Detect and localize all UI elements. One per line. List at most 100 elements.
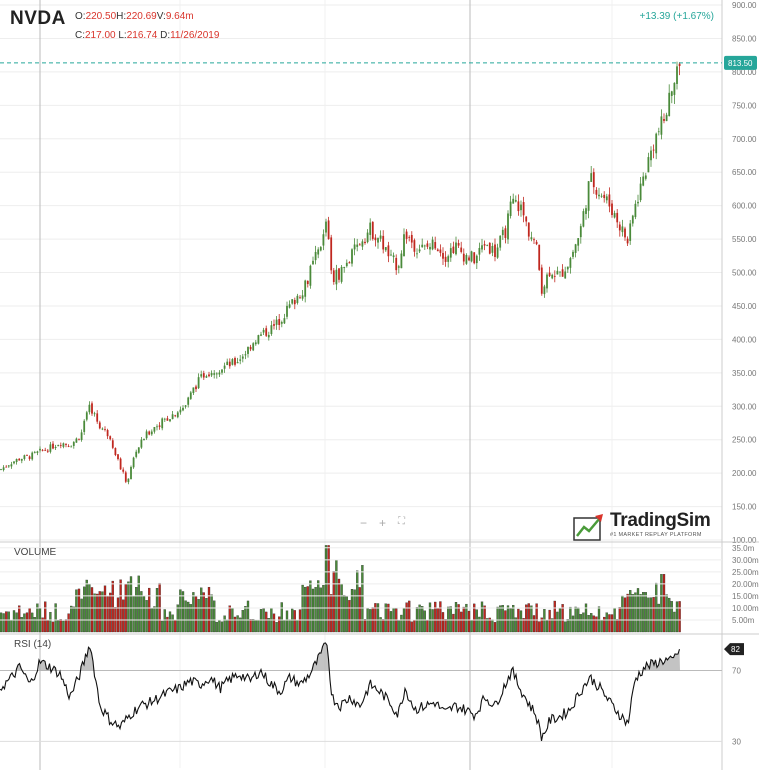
candle-body (46, 450, 49, 452)
candle-body (262, 329, 265, 333)
candle-body (80, 432, 83, 441)
volume-bar (161, 620, 164, 633)
candle-body (379, 235, 382, 239)
symbol-title: NVDA (10, 8, 66, 29)
volume-bar (473, 603, 476, 633)
candle-body (93, 413, 96, 415)
volume-bar (457, 604, 460, 633)
volume-bar (397, 620, 400, 633)
candle-body (182, 407, 184, 411)
volume-bar (525, 604, 528, 633)
zoom-in-button[interactable]: + (379, 516, 387, 530)
zoom-out-button[interactable]: − (360, 516, 368, 530)
candle-body (127, 478, 130, 483)
candle-body (582, 211, 585, 227)
volume-bar (418, 604, 421, 633)
candle-body (200, 374, 203, 377)
volume-bar (33, 617, 36, 633)
volume-bar (202, 592, 205, 633)
volume-bar (449, 606, 452, 633)
volume-bar (506, 605, 510, 633)
candle-body (153, 427, 156, 432)
volume-bar (439, 601, 442, 633)
candle-body (538, 244, 541, 270)
candle-body (457, 243, 460, 246)
candle-body (36, 451, 39, 453)
candle-body (117, 454, 119, 460)
volume-bar (293, 610, 296, 633)
candle-body (257, 335, 260, 344)
price-tick-label: 750.00 (732, 101, 757, 110)
candle-body (569, 258, 572, 268)
candle-body (325, 221, 327, 233)
candle-body (231, 359, 234, 365)
volume-bar (566, 619, 569, 633)
volume-bar (137, 575, 140, 633)
candle-body (553, 275, 556, 277)
candle-body (483, 244, 486, 246)
volume-bar (267, 618, 270, 633)
candle-body (317, 249, 320, 255)
volume-bar (207, 586, 211, 633)
candle-body (655, 133, 658, 154)
volume-bar (96, 593, 99, 633)
volume-bar (527, 603, 530, 633)
volume-bar (623, 597, 627, 633)
candle-body (98, 422, 101, 429)
candle-body (358, 244, 361, 246)
candle-body (650, 150, 652, 161)
volume-bar (241, 610, 244, 633)
candle-body (535, 241, 538, 245)
volume-bar (434, 601, 437, 633)
candle-body (447, 256, 450, 262)
candle-body (678, 63, 681, 67)
candle-body (566, 266, 569, 270)
candle-body (491, 246, 494, 253)
price-tick-label: 400.00 (732, 335, 757, 344)
volume-bar (532, 615, 536, 633)
volume-bar (356, 570, 359, 633)
volume-bar (540, 617, 543, 633)
candle-body (338, 268, 340, 280)
candle-body (423, 245, 426, 247)
fit-screen-button[interactable]: ⛶ (398, 516, 406, 527)
volume-bar (252, 619, 255, 633)
open-label: O: (75, 11, 86, 22)
volume-bar (116, 597, 120, 633)
price-tick-label: 900.00 (732, 1, 757, 10)
candle-body (618, 224, 621, 231)
low-value: 216.74 (126, 30, 158, 41)
candle-body (306, 280, 309, 285)
candle-body (652, 149, 655, 151)
candle-body (215, 373, 218, 375)
candle-body (241, 356, 244, 359)
candle-body (210, 373, 213, 376)
candle-body (603, 194, 606, 199)
candle-body (608, 194, 611, 207)
rsi-overbought-fill (16, 643, 680, 671)
candle-body (343, 267, 346, 269)
candle-body (166, 418, 169, 421)
candle-body (462, 253, 465, 262)
volume-bar (20, 617, 23, 633)
volume-bar (31, 612, 34, 633)
candle-body (59, 445, 62, 446)
volume-bar (319, 587, 322, 633)
volume-bar (408, 600, 411, 633)
candle-body (434, 242, 437, 249)
volume-bar (72, 606, 75, 633)
candle-body (135, 451, 138, 457)
candle-body (387, 245, 390, 257)
volume-bar (634, 592, 637, 633)
volume-bar (454, 602, 458, 633)
candle-body (533, 239, 535, 241)
volume-bar (358, 587, 361, 633)
candle-body (72, 442, 75, 446)
volume-bar (574, 606, 577, 633)
volume-bar (428, 602, 432, 633)
candle-body (377, 238, 379, 243)
volume-bar (135, 587, 138, 633)
candle-body (514, 200, 517, 202)
candle-body (299, 297, 301, 299)
